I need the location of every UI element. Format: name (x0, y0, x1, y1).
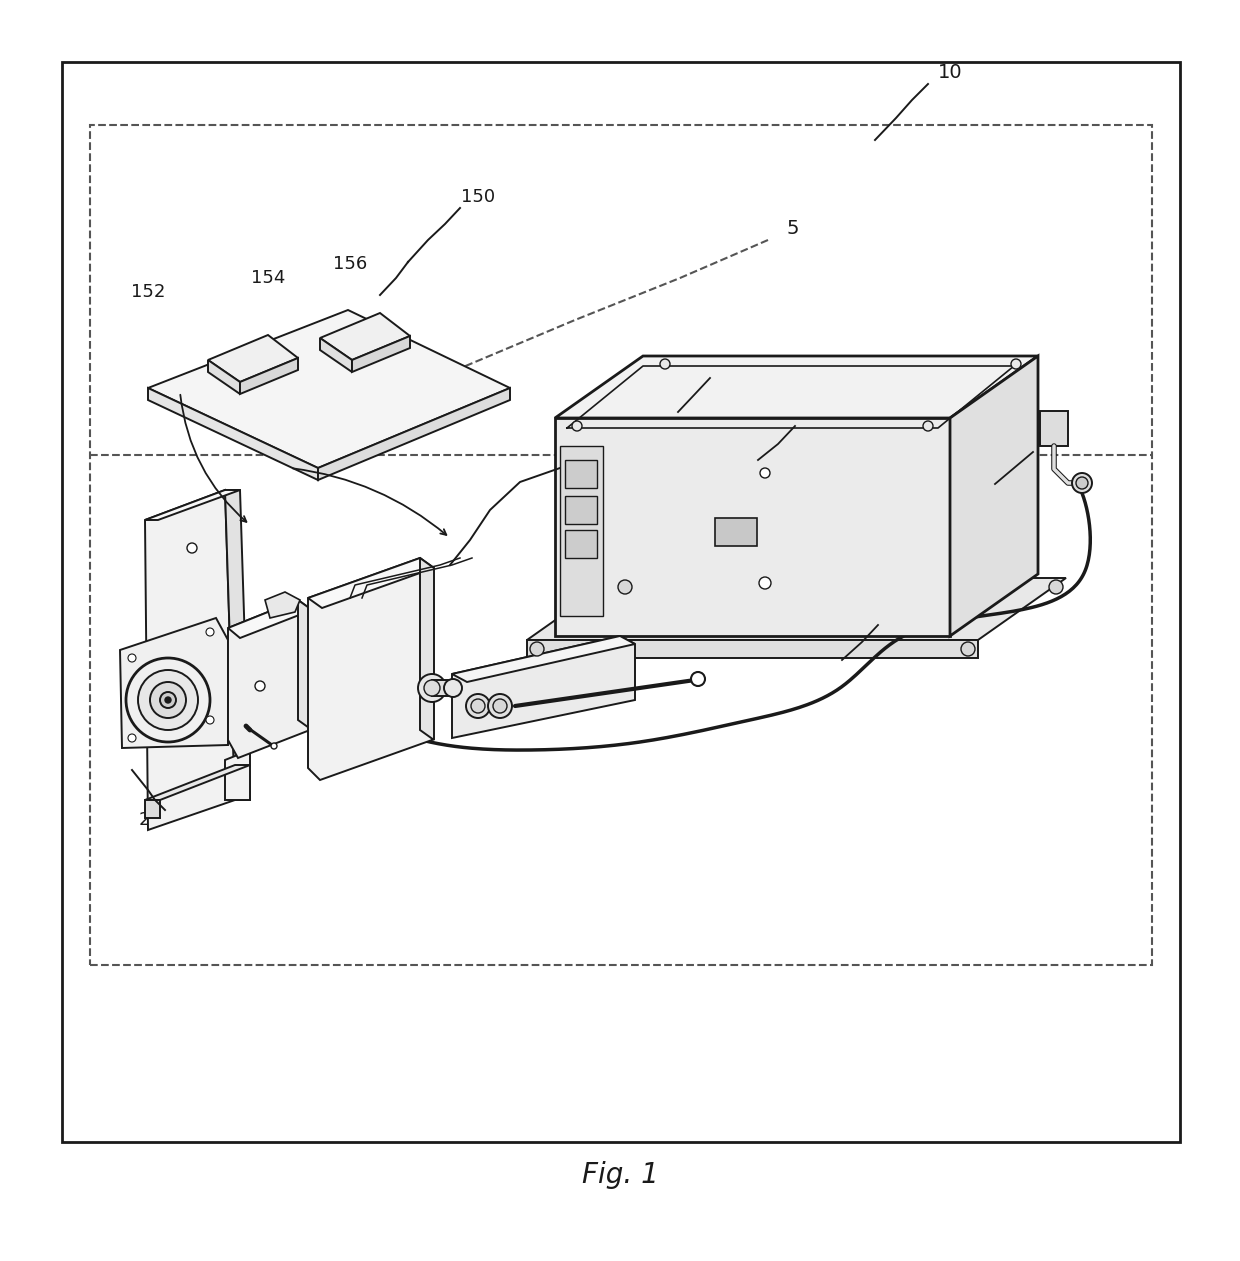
Bar (565, 460, 596, 488)
Circle shape (961, 642, 975, 656)
Circle shape (165, 697, 171, 702)
Bar (432, 680, 453, 696)
Polygon shape (120, 618, 228, 748)
Circle shape (187, 543, 197, 554)
Polygon shape (228, 600, 312, 638)
Circle shape (923, 421, 932, 431)
Text: 100: 100 (706, 359, 739, 377)
Circle shape (444, 678, 463, 697)
Bar (565, 530, 596, 559)
Polygon shape (950, 356, 1038, 636)
Text: 106: 106 (794, 407, 827, 425)
Polygon shape (420, 559, 434, 740)
Circle shape (471, 699, 485, 712)
Circle shape (150, 682, 186, 718)
Polygon shape (556, 356, 1038, 417)
Polygon shape (208, 335, 298, 382)
Circle shape (424, 680, 440, 696)
Circle shape (272, 743, 277, 749)
Text: Fig. 1: Fig. 1 (582, 1161, 658, 1189)
Circle shape (691, 672, 706, 686)
Circle shape (138, 670, 198, 730)
Circle shape (494, 699, 507, 712)
Text: 5: 5 (786, 218, 800, 237)
Polygon shape (224, 491, 250, 799)
Polygon shape (145, 765, 250, 799)
Polygon shape (208, 359, 241, 393)
Circle shape (128, 654, 136, 662)
Polygon shape (145, 799, 160, 818)
Circle shape (1049, 580, 1063, 594)
Bar (62, 62, 1180, 1142)
Polygon shape (453, 636, 635, 682)
Polygon shape (527, 578, 1066, 641)
Text: 10: 10 (937, 63, 962, 82)
Polygon shape (145, 491, 241, 520)
Text: 102: 102 (1033, 431, 1068, 449)
Circle shape (1011, 359, 1021, 369)
Polygon shape (298, 600, 312, 730)
Circle shape (418, 673, 446, 702)
Text: 20: 20 (139, 811, 161, 828)
Circle shape (128, 734, 136, 741)
Circle shape (489, 694, 512, 718)
Polygon shape (317, 388, 510, 480)
Polygon shape (145, 491, 236, 830)
Text: 150: 150 (461, 188, 495, 206)
Bar (1040, 411, 1068, 446)
Circle shape (1073, 473, 1092, 493)
Polygon shape (352, 335, 410, 372)
Polygon shape (320, 313, 410, 359)
Polygon shape (265, 591, 300, 618)
Circle shape (572, 421, 582, 431)
Polygon shape (148, 388, 317, 480)
Circle shape (760, 468, 770, 478)
Text: 90: 90 (880, 607, 904, 624)
Circle shape (529, 642, 544, 656)
Circle shape (618, 580, 632, 594)
Polygon shape (556, 417, 950, 636)
Text: 154: 154 (250, 269, 285, 288)
Polygon shape (228, 600, 310, 758)
Polygon shape (224, 750, 250, 799)
Polygon shape (320, 338, 352, 372)
Bar (715, 518, 756, 546)
Polygon shape (560, 446, 603, 617)
Text: 152: 152 (130, 282, 165, 301)
Polygon shape (453, 636, 635, 738)
Polygon shape (148, 310, 510, 468)
Circle shape (660, 359, 670, 369)
Text: 156: 156 (332, 255, 367, 272)
Circle shape (160, 692, 176, 707)
Bar (565, 496, 596, 525)
Polygon shape (308, 559, 434, 608)
Polygon shape (241, 358, 298, 393)
Circle shape (206, 716, 215, 724)
Circle shape (1076, 477, 1087, 489)
Bar (91, 125, 1152, 965)
Circle shape (206, 628, 215, 636)
Circle shape (759, 578, 771, 589)
Circle shape (466, 694, 490, 718)
Polygon shape (527, 641, 978, 658)
Circle shape (126, 658, 210, 741)
Circle shape (255, 681, 265, 691)
Polygon shape (308, 559, 432, 781)
